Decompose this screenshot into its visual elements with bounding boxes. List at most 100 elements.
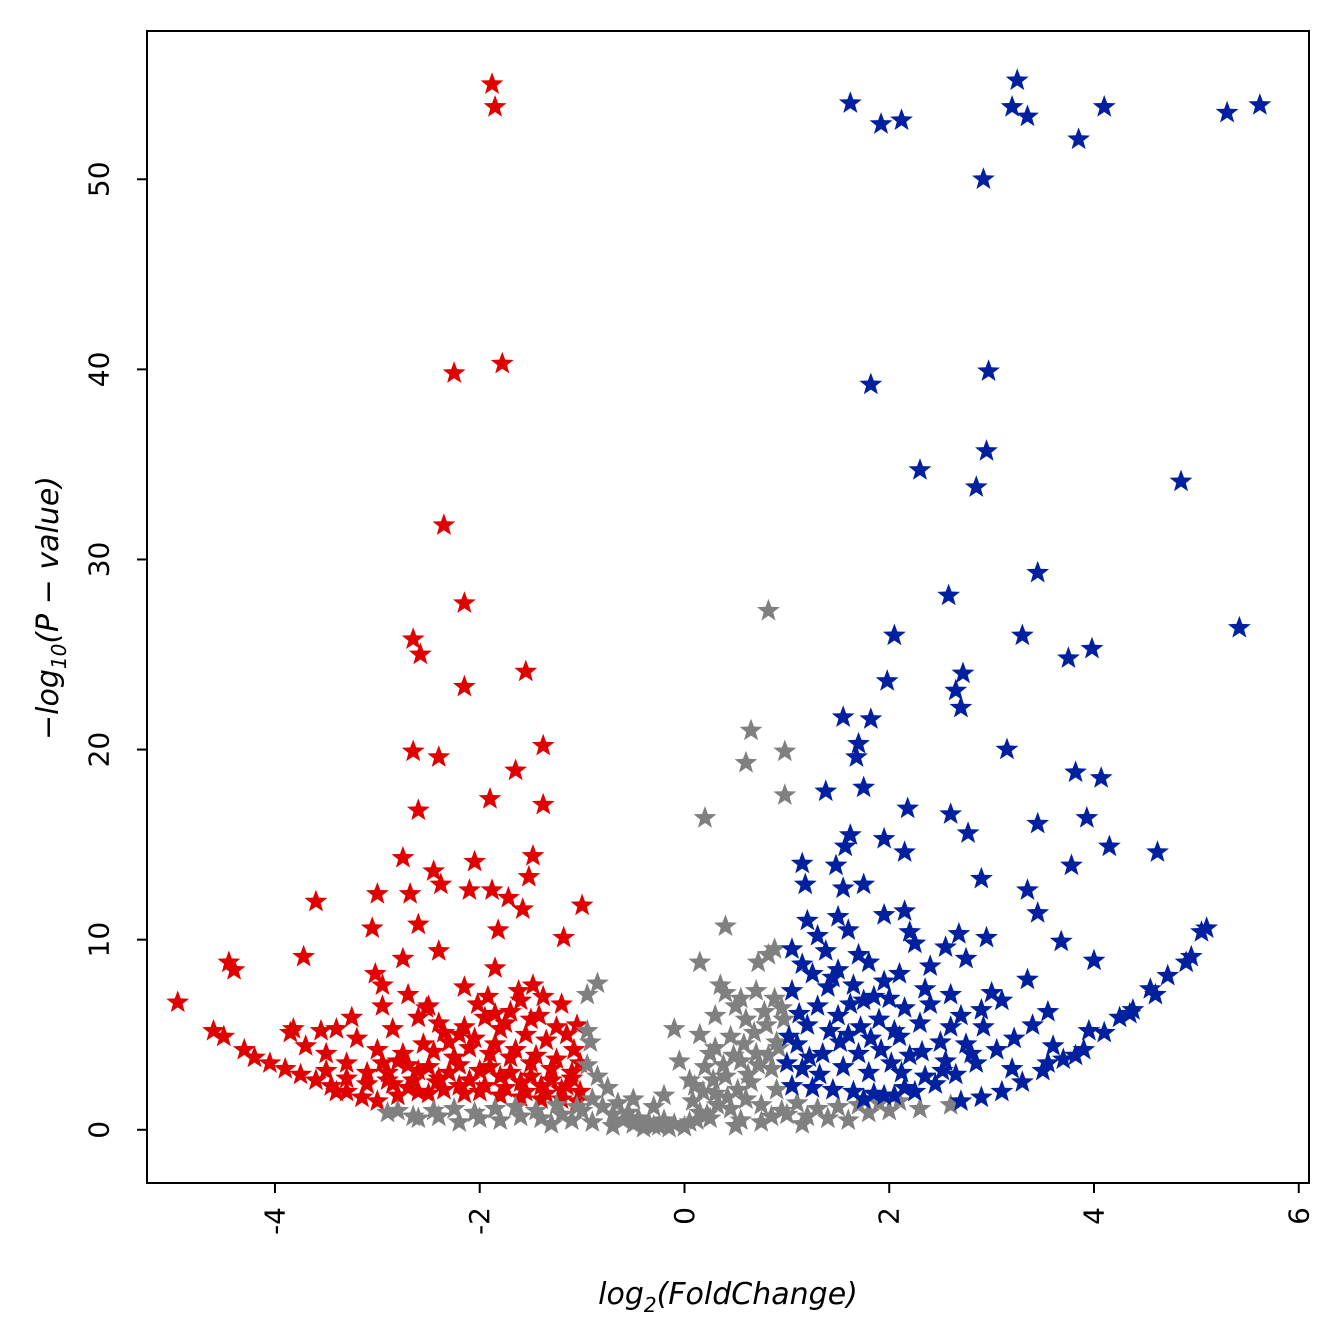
data-point-nonsig: [668, 1049, 691, 1071]
data-point-up: [862, 984, 886, 1007]
data-point-up: [951, 661, 975, 684]
data-point-nonsig: [755, 1013, 778, 1035]
data-point-nonsig: [591, 1095, 614, 1117]
data-point-nonsig: [662, 1112, 686, 1134]
data-point-up: [801, 961, 824, 984]
data-point-up: [833, 834, 857, 857]
data-point-up: [910, 1039, 934, 1062]
data-point-up: [826, 958, 850, 980]
data-point-nonsig: [401, 1104, 425, 1127]
data-point-nonsig: [606, 1091, 630, 1113]
data-point-up: [898, 1043, 922, 1066]
data-point-up: [872, 903, 896, 925]
data-point-up: [836, 918, 860, 940]
data-point-down: [314, 1041, 338, 1064]
data-point-up: [859, 1026, 883, 1049]
data-point-down: [499, 1060, 522, 1083]
data-point-nonsig: [442, 1096, 466, 1119]
data-point-up: [828, 1030, 852, 1052]
data-point-up: [852, 872, 876, 895]
data-point-up: [1228, 615, 1251, 638]
data-point-up: [790, 1056, 814, 1079]
data-point-up: [1016, 967, 1039, 990]
data-point-nonsig: [765, 1077, 788, 1100]
data-point-up: [949, 1003, 973, 1026]
data-point-up: [852, 775, 876, 798]
data-point-up: [1021, 1013, 1044, 1035]
data-point-up: [1118, 1001, 1142, 1024]
data-point-down: [483, 1032, 507, 1054]
data-point-up: [944, 678, 968, 701]
data-point-up: [831, 876, 855, 899]
data-point-down: [550, 992, 573, 1014]
data-point-down: [212, 1024, 236, 1047]
data-point-nonsig: [765, 1030, 788, 1052]
data-point-down: [406, 1005, 430, 1028]
data-point-up: [1064, 760, 1087, 783]
x-tick-label: 2: [873, 1207, 906, 1225]
data-point-nonsig: [504, 1095, 527, 1117]
data-point-up: [1060, 853, 1083, 876]
data-point-down: [304, 1068, 328, 1091]
data-point-up: [798, 1045, 821, 1068]
data-point-up: [1077, 1018, 1101, 1041]
data-point-down: [406, 1058, 430, 1081]
data-point-down: [363, 961, 387, 984]
data-point-nonsig: [578, 1030, 602, 1052]
data-point-up: [811, 1041, 835, 1064]
data-point-down: [478, 1055, 502, 1077]
data-point-nonsig: [463, 1100, 486, 1123]
data-point-up: [838, 91, 862, 113]
data-point-down: [458, 1068, 481, 1091]
data-point-down: [562, 1037, 586, 1060]
x-tick-label: 4: [1078, 1207, 1111, 1225]
data-point-up: [1041, 1034, 1065, 1056]
data-point-up: [1092, 1020, 1116, 1043]
data-point-down: [511, 897, 535, 919]
data-point-nonsig: [752, 999, 776, 1022]
data-point-down: [504, 758, 527, 781]
data-point-down: [509, 1070, 533, 1092]
data-point-down: [415, 996, 438, 1018]
data-point-up: [1064, 1043, 1087, 1066]
data-point-down: [466, 992, 490, 1014]
data-point-down: [480, 72, 504, 94]
data-point-down: [391, 845, 415, 868]
data-point-up: [918, 992, 942, 1014]
data-point-nonsig: [688, 1022, 712, 1045]
data-point-down: [335, 1066, 359, 1089]
data-point-up: [977, 359, 1000, 381]
data-point-down: [550, 1087, 573, 1110]
data-point-up: [869, 1037, 893, 1060]
data-point-nonsig: [734, 1007, 758, 1030]
data-point-up: [842, 1079, 865, 1102]
data-point-down: [355, 1060, 379, 1083]
data-point-down: [519, 1064, 543, 1087]
data-point-up: [1092, 95, 1116, 117]
data-point-down: [360, 916, 384, 938]
data-point-down: [490, 351, 514, 374]
data-point-up: [852, 988, 876, 1011]
data-point-up: [879, 1051, 903, 1073]
data-point-up: [1248, 93, 1272, 115]
y-tick-label: 20: [83, 732, 116, 768]
data-point-nonsig: [939, 1093, 963, 1115]
data-point-up: [1000, 1056, 1024, 1079]
data-point-down: [552, 925, 576, 948]
data-point-up: [893, 840, 916, 862]
data-point-down: [560, 1066, 584, 1089]
data-point-up: [929, 1030, 952, 1052]
data-point-down: [365, 1089, 389, 1111]
data-point-down: [565, 1013, 589, 1035]
data-point-down: [570, 893, 594, 916]
data-point-nonsig: [708, 973, 732, 995]
data-point-down: [529, 1074, 553, 1096]
x-axis: -4 -2 0 2 4 6: [258, 1183, 1315, 1235]
data-point-up: [1089, 766, 1113, 788]
data-point-down: [282, 1017, 305, 1039]
data-point-nonsig: [826, 1095, 850, 1117]
data-point-up: [847, 942, 870, 965]
x-tick-label: 0: [668, 1207, 701, 1225]
data-point-down: [202, 1018, 225, 1041]
